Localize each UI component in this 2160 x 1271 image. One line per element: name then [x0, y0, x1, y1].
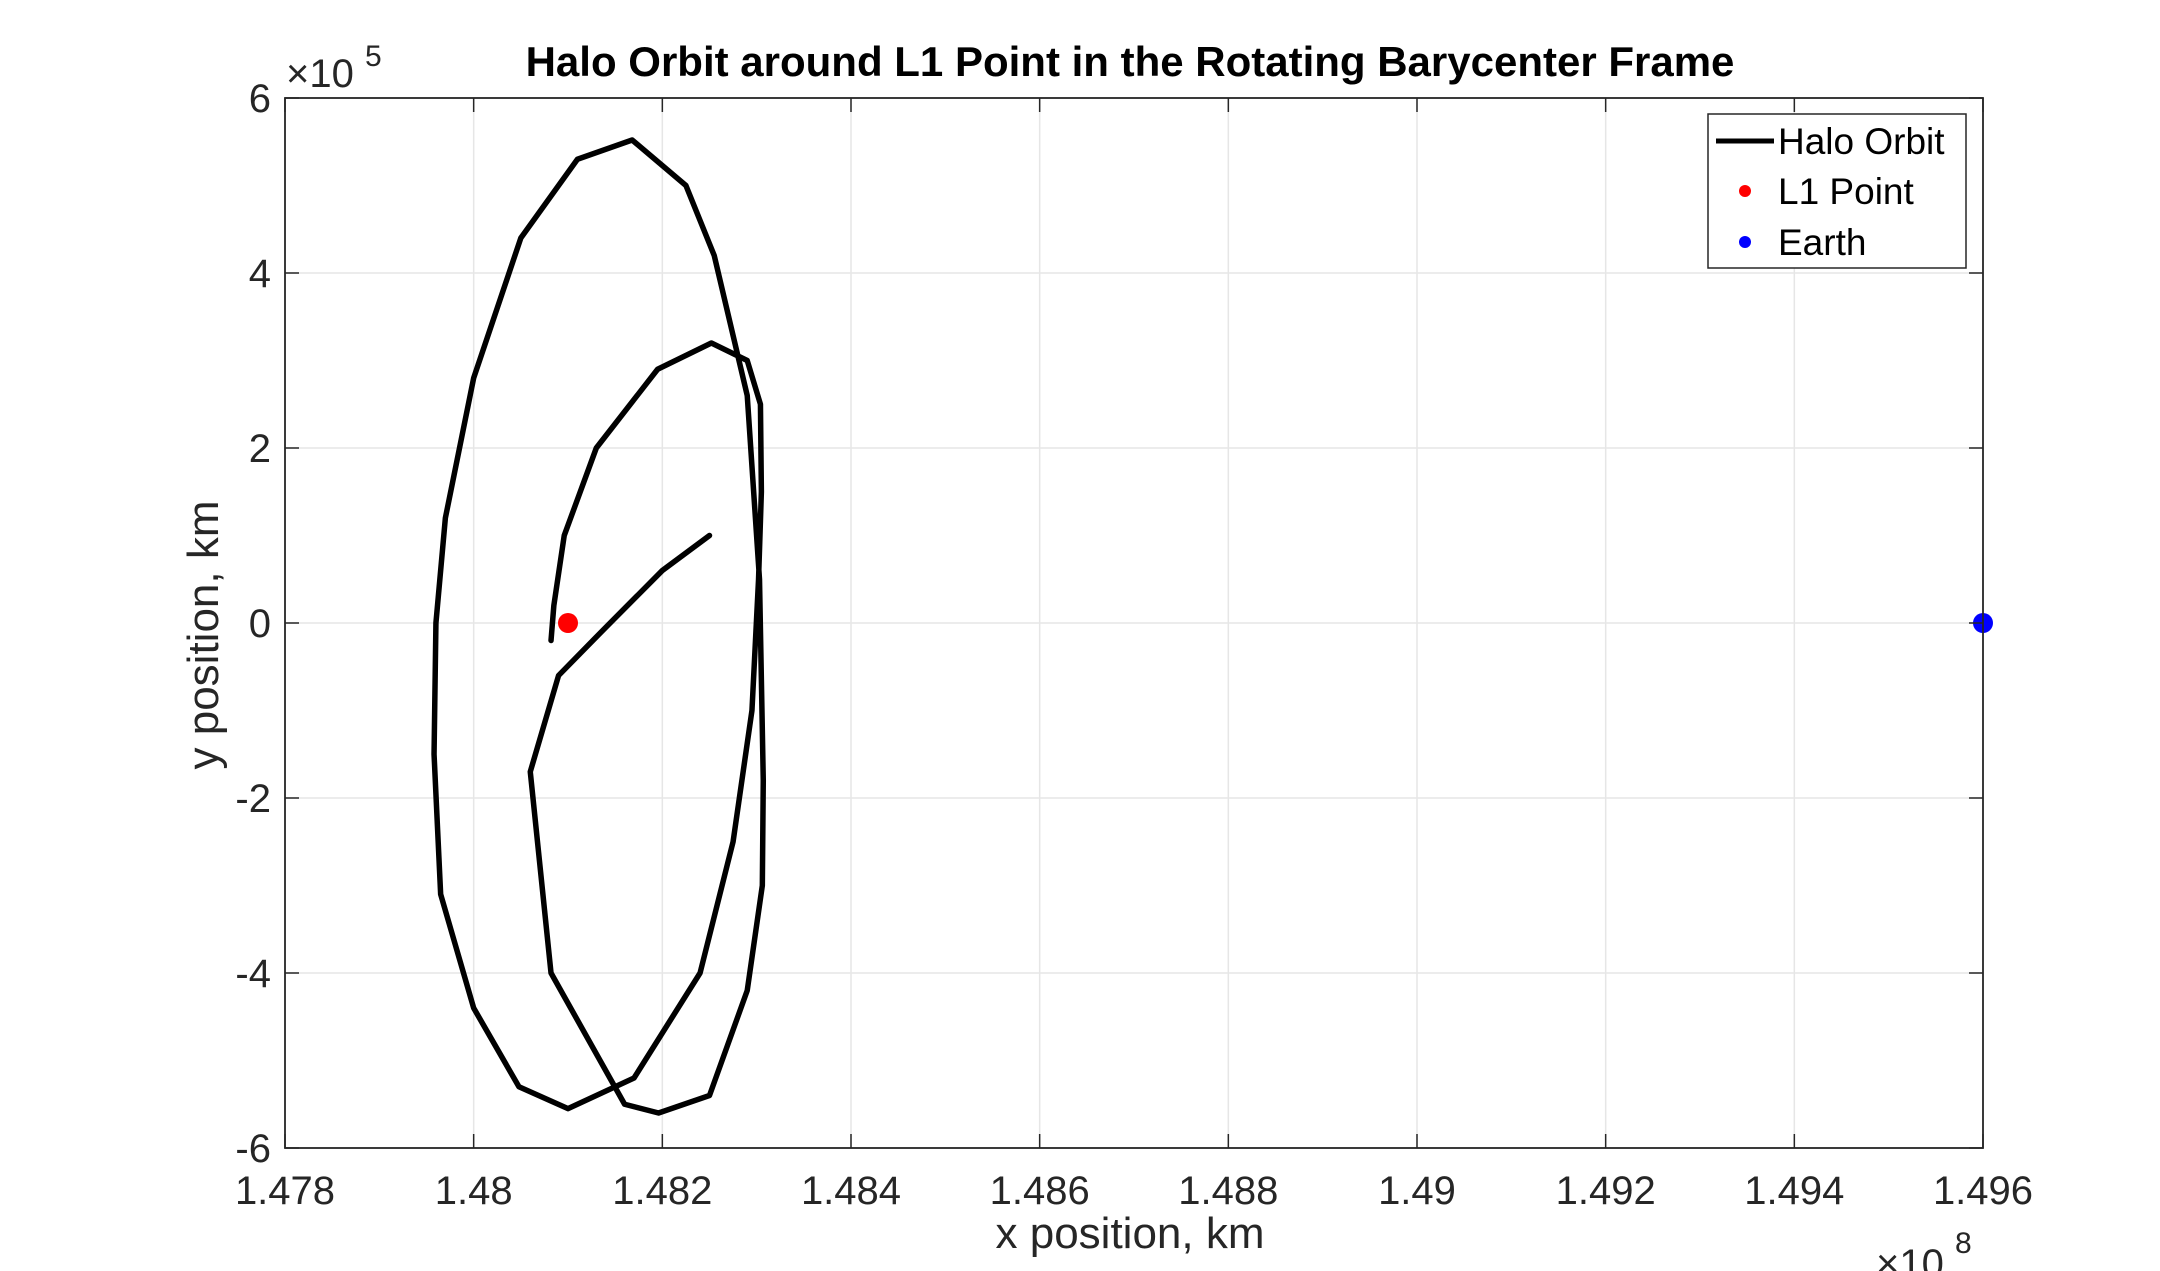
legend-swatch-l1-point: [1739, 185, 1751, 197]
y-exponent-label: ×10 5: [286, 40, 382, 96]
x-tick-label: 1.496: [1933, 1169, 2033, 1213]
x-axis-label: x position, km: [996, 1209, 1265, 1258]
chart-title: Halo Orbit around L1 Point in the Rotati…: [526, 38, 1735, 85]
y-tick-label: 2: [249, 427, 271, 471]
x-tick-label: 1.484: [801, 1169, 901, 1213]
y-tick-label: 4: [249, 252, 271, 296]
legend: Halo Orbit L1 Point Earth: [1707, 113, 1967, 269]
x-tick-label: 1.486: [990, 1169, 1090, 1213]
x-tick-label: 1.494: [1744, 1169, 1844, 1213]
x-tick-label: 1.482: [612, 1169, 712, 1213]
y-tick-label: 0: [249, 602, 271, 646]
y-tick-label: 6: [249, 77, 271, 121]
y-exponent-power: 5: [365, 40, 382, 73]
x-exponent-base: ×10: [1876, 1242, 1944, 1271]
x-tick-label: 1.478: [235, 1169, 335, 1213]
l1-point-marker: [558, 613, 578, 633]
y-exponent-base: ×10: [286, 52, 354, 96]
legend-swatch-earth: [1739, 236, 1751, 248]
x-tick-label: 1.48: [435, 1169, 513, 1213]
legend-label-l1-point: L1 Point: [1778, 171, 1914, 212]
x-exponent-power: 8: [1955, 1227, 1972, 1260]
plot-area: 1.478 1.48 1.482 1.484 1.486 1.488 1.49 1.492 1.…: [235, 77, 2033, 1213]
x-exponent-label: ×10 8: [1876, 1227, 1972, 1271]
legend-label-halo-orbit: Halo Orbit: [1778, 121, 1945, 162]
x-tick-label: 1.49: [1378, 1169, 1456, 1213]
y-tick-label: -4: [235, 952, 271, 996]
y-tick-label: -6: [235, 1127, 271, 1171]
x-tick-label: 1.492: [1556, 1169, 1656, 1213]
y-axis-label: y position, km: [179, 501, 228, 770]
halo-orbit-line: [431, 137, 767, 1116]
y-tick-label: -2: [235, 777, 271, 821]
legend-label-earth: Earth: [1778, 222, 1866, 263]
x-tick-label: 1.488: [1178, 1169, 1278, 1213]
